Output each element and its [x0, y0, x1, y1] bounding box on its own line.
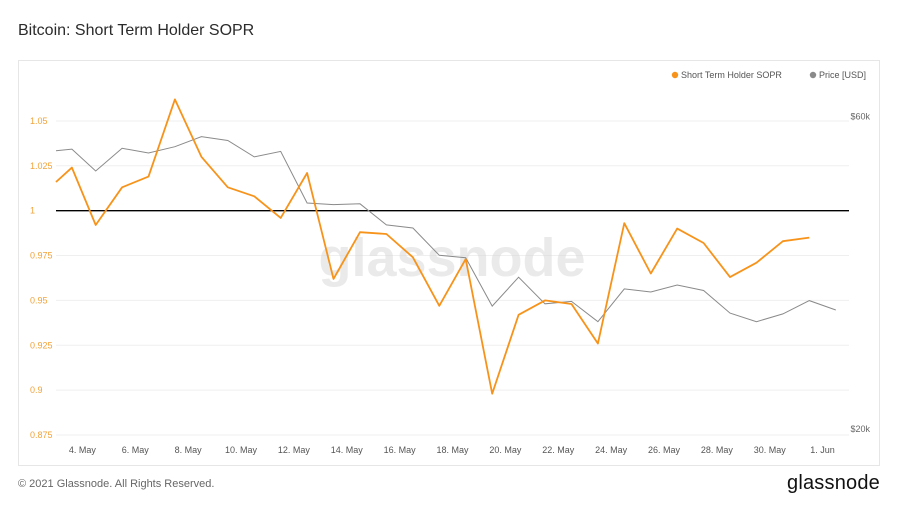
legend-sopr-swatch[interactable]: [671, 71, 679, 79]
x-tick-label: 16. May: [384, 445, 417, 455]
x-tick-label: 22. May: [542, 445, 575, 455]
x-tick-label: 6. May: [122, 445, 150, 455]
y-tick-label: 1: [30, 206, 35, 216]
x-tick-label: 12. May: [278, 445, 311, 455]
sopr-chart: glassnode 0.875 0.9 0.925 0.95 0.975 1 1.025 1.…: [30, 70, 870, 455]
legend-price-label[interactable]: Price [USD]: [819, 70, 866, 80]
y-tick-label: 1.05: [30, 116, 48, 126]
chart-panel: glassnode 0.875 0.9 0.925 0.95 0.975 1 1.025 1.…: [18, 60, 880, 466]
right-axis-ticks: $60k $20k: [850, 112, 870, 434]
x-tick-label: 10. May: [225, 445, 258, 455]
y2-tick-label: $60k: [850, 112, 870, 122]
x-tick-label: 28. May: [701, 445, 734, 455]
x-tick-label: 24. May: [595, 445, 628, 455]
x-tick-label: 20. May: [489, 445, 522, 455]
legend-price-swatch[interactable]: [809, 71, 817, 79]
y2-tick-label: $20k: [850, 424, 870, 434]
x-tick-label: 4. May: [69, 445, 97, 455]
chart-title: Bitcoin: Short Term Holder SOPR: [18, 22, 255, 39]
legend-sopr-label[interactable]: Short Term Holder SOPR: [681, 70, 782, 80]
x-tick-label: 8. May: [175, 445, 203, 455]
glassnode-watermark: glassnode: [318, 228, 585, 288]
y-tick-label: 0.975: [30, 251, 53, 261]
legend: Short Term Holder SOPR Price [USD]: [671, 70, 866, 80]
price-series-line: [55, 136, 836, 323]
sopr-series-line: [55, 98, 810, 395]
x-axis-ticks: 4. May 6. May 8. May 10. May 12. May 14. May 1…: [69, 445, 835, 455]
x-tick-label: 14. May: [331, 445, 364, 455]
x-tick-label: 1. Jun: [810, 445, 835, 455]
x-tick-label: 30. May: [754, 445, 787, 455]
y-tick-label: 0.95: [30, 295, 48, 305]
y-tick-label: 0.875: [30, 430, 53, 440]
glassnode-logo[interactable]: glassnode: [787, 472, 880, 494]
left-axis-ticks: 0.875 0.9 0.925 0.95 0.975 1 1.025 1.05: [30, 116, 53, 440]
y-tick-label: 0.9: [30, 385, 43, 395]
x-tick-label: 26. May: [648, 445, 681, 455]
y-tick-label: 0.925: [30, 340, 53, 350]
x-tick-label: 18. May: [436, 445, 469, 455]
y-tick-label: 1.025: [30, 161, 53, 171]
copyright-text: © 2021 Glassnode. All Rights Reserved.: [18, 478, 215, 490]
